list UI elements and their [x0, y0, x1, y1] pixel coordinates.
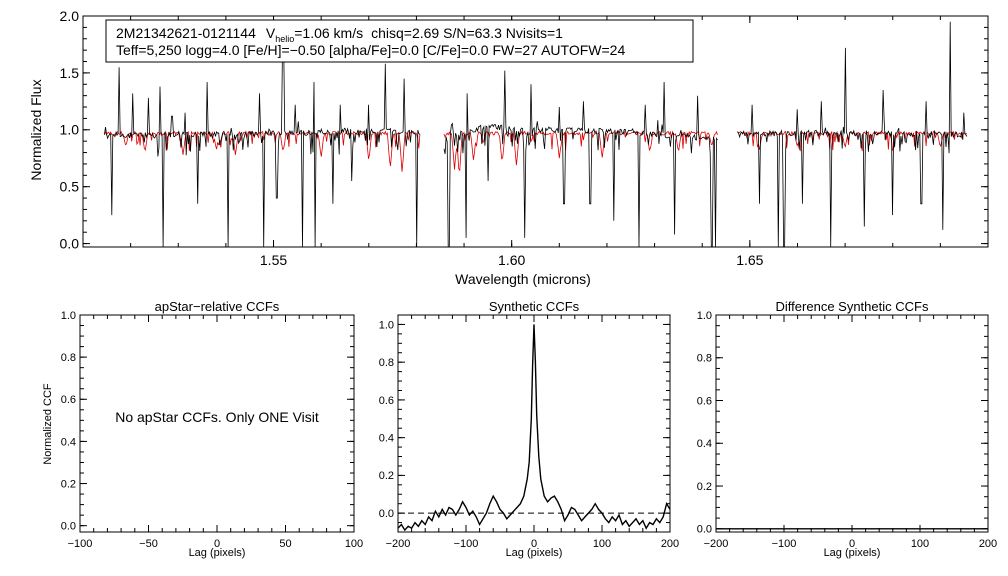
- spectrum-ylabel: Normalized Flux: [28, 79, 44, 180]
- difference-ccf-xtick-label: −200: [704, 538, 729, 550]
- apstar-ccf-title: apStar−relative CCFs: [155, 299, 280, 314]
- star-id: 2M21342621-0121144: [116, 25, 256, 41]
- difference-ccf-ytick-label: 0.0: [697, 524, 712, 536]
- difference-ccf-ytick-label: 0.8: [697, 353, 712, 365]
- synthetic-ccf-ytick-label: 0.4: [379, 433, 394, 445]
- synthetic-ccf-panel: −200 −100 0 100 200 0.0 0.2 0.4 0.6 0.8 1.0 Synthe…: [379, 299, 679, 559]
- spectrum-xtick-label: 1.65: [736, 252, 763, 268]
- difference-ccf-xtick-label: 200: [979, 538, 997, 550]
- apstar-ccf-panel: −100 −50 0 50 100 0.0 0.2 0.4 0.6 0.8 1.0 apStar−r…: [42, 299, 363, 559]
- apstar-ccf-note: No apStar CCFs. Only ONE Visit: [115, 409, 319, 425]
- synthetic-ccf-xtick-label: −100: [454, 538, 479, 550]
- synthetic-ccf-ytick-label: 0.0: [379, 508, 394, 520]
- spectrum-ytick-label: 2.0: [60, 8, 80, 24]
- info-box: [105, 19, 694, 63]
- difference-ccf-xtick-label: −100: [772, 538, 797, 550]
- synthetic-ccf-xtick-label: 100: [593, 538, 611, 550]
- spectrum-panel: 1.55 1.60 1.65 0.0 0.5 1.0 1.5 2.0 2M21342621-0…: [28, 8, 989, 287]
- synthetic-ccf-ytick-label: 0.2: [379, 470, 394, 482]
- apstar-ccf-ytick-label: 1.0: [61, 310, 76, 322]
- v-label: V: [266, 25, 276, 41]
- apstar-ccf-ytick-label: 0.0: [61, 521, 76, 533]
- apstar-ccf-xtick-label: 0: [214, 538, 220, 550]
- apstar-ccf-axes: −100 −50 0 50 100 0.0 0.2 0.4 0.6 0.8 1.0: [61, 310, 363, 550]
- apstar-ccf-xtick-label: −50: [139, 538, 158, 550]
- v-value: =1.06 km/s: [294, 25, 363, 41]
- difference-ccf-axes: −200 −100 0 100 200 0.0 0.2 0.4 0.6 0.8 1.0: [697, 310, 997, 550]
- fit-stats: chisq=2.69 S/N=63.3 Nvisits=1: [371, 25, 563, 41]
- spectrum-xlabel: Wavelength (microns): [455, 271, 591, 287]
- observed-spectrum-line: [104, 36, 421, 248]
- apstar-ccf-xtick-label: 100: [345, 538, 363, 550]
- apstar-ccf-xtick-label: −100: [68, 538, 93, 550]
- v-subscript: helio: [275, 34, 294, 44]
- spectrum-ytick-label: 0.5: [60, 179, 80, 195]
- info-line-1: 2M21342621-0121144 Vhelio=1.06 km/s chisq=…: [116, 25, 563, 44]
- spectrum-plot-frame: [82, 15, 989, 248]
- difference-ccf-xlabel: Lag (pixels): [824, 547, 881, 559]
- synthetic-ccf-ytick-label: 1.0: [379, 319, 394, 331]
- synthetic-ccf-ytick-label: 0.8: [379, 357, 394, 369]
- spectrum-ytick-label: 1.0: [60, 122, 80, 138]
- synthetic-ccf-xtick-label: −200: [386, 538, 411, 550]
- difference-ccf-xtick-label: 100: [911, 538, 929, 550]
- info-params: Teff=5,250 logg=4.0 [Fe/H]=−0.50 [alpha/…: [116, 42, 625, 58]
- apstar-ccf-ytick-label: 0.8: [61, 352, 76, 364]
- model-spectrum-line: [104, 130, 421, 172]
- apstar-ccf-xtick-label: 50: [279, 538, 291, 550]
- synthetic-ccf-xtick-label: 0: [531, 538, 537, 550]
- apstar-ccf-ytick-label: 0.4: [61, 436, 76, 448]
- difference-ccf-panel: −200 −100 0 100 200 0.0 0.2 0.4 0.6 0.8 1.0 Differ…: [697, 299, 997, 559]
- spectrum-xtick-label: 1.60: [498, 252, 525, 268]
- observed-spectrum-line: [443, 70, 718, 248]
- difference-ccf-ytick-label: 0.6: [697, 395, 712, 407]
- apstar-ccf-xlabel: Lag (pixels): [189, 547, 246, 559]
- apstar-ccf-ytick-label: 0.2: [61, 478, 76, 490]
- synthetic-ccf-axes: −200 −100 0 100 200 0.0 0.2 0.4 0.6 0.8 1.0: [379, 314, 679, 550]
- difference-ccf-title: Difference Synthetic CCFs: [776, 299, 929, 314]
- spectrum-xtick-label: 1.55: [260, 252, 287, 268]
- difference-ccf-ytick-label: 0.2: [697, 481, 712, 493]
- spectrum-lines: [104, 21, 968, 248]
- synthetic-ccf-frame: [397, 314, 671, 533]
- synthetic-ccf-title: Synthetic CCFs: [489, 299, 580, 314]
- apstar-ccf-ylabel: Normalized CCF: [42, 383, 54, 465]
- difference-ccf-xtick-label: 0: [849, 538, 855, 550]
- synthetic-ccf-ytick-label: 0.6: [379, 395, 394, 407]
- synthetic-ccf-xtick-label: 200: [661, 538, 679, 550]
- synthetic-ccf-xlabel: Lag (pixels): [506, 547, 563, 559]
- observed-spectrum-line: [737, 21, 968, 248]
- difference-ccf-frame: [715, 314, 989, 533]
- synthetic-ccf-line: [397, 324, 671, 532]
- spectrum-ytick-label: 0.0: [60, 235, 80, 251]
- spectrum-ytick-label: 1.5: [60, 65, 80, 81]
- difference-ccf-ytick-label: 1.0: [697, 310, 712, 322]
- difference-ccf-ytick-label: 0.4: [697, 438, 712, 450]
- apstar-ccf-ytick-label: 0.6: [61, 394, 76, 406]
- synthetic-ccf-lines: [397, 324, 671, 532]
